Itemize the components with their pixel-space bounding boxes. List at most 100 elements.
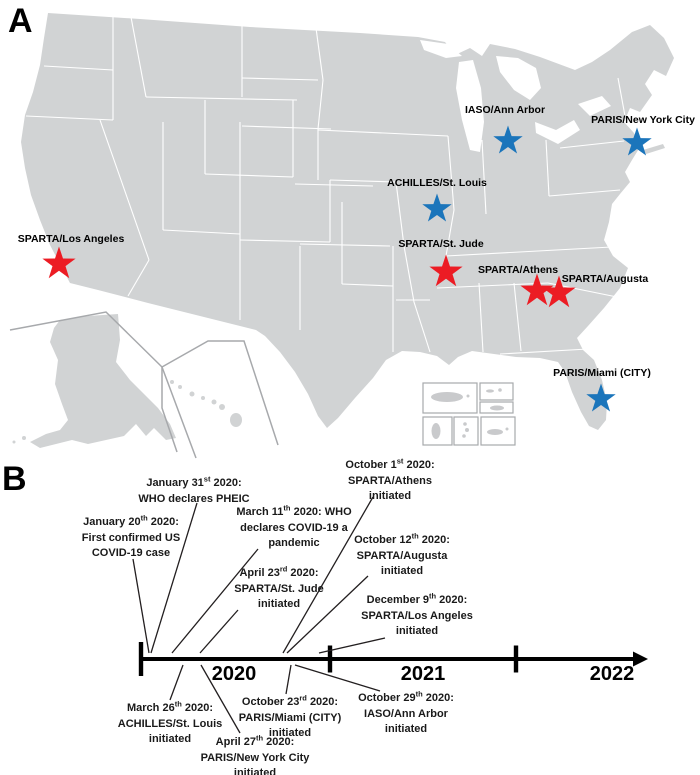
event-date-line: October 23rd 2020: [241, 693, 339, 708]
site-label: SPARTA/St. Jude [398, 238, 484, 250]
event-label-jan20: January 20th 2020: First confirmed US COVI… [81, 513, 181, 562]
event-date-line: April 27th 2020: [215, 733, 295, 748]
site-star [520, 273, 554, 306]
site-label: SPARTA/Augusta [561, 273, 649, 285]
event-connector-mar11 [171, 548, 259, 654]
event-date-line: January 31st 2020: [146, 474, 242, 489]
site-star [42, 246, 76, 279]
aleutian-island [22, 436, 26, 440]
event-connector-dec9 [318, 637, 386, 654]
event-connector-jan31 [150, 502, 198, 654]
event-label-mar11: March 11th 2020: WHO declares COVID-19 a p… [236, 503, 352, 552]
great-lakes [420, 40, 611, 152]
event-text-line: SPARTA/Los Angeles [361, 609, 473, 622]
ordinal-suffix: th [140, 513, 148, 523]
ordinal-suffix: th [283, 503, 291, 513]
event-text-line: SPARTA/Athens [348, 474, 432, 487]
event-date-line: March 26th 2020: [127, 699, 213, 714]
ordinal-suffix: th [174, 699, 182, 709]
ordinal-suffix: rd [299, 693, 307, 703]
event-date-line: December 9th 2020: [366, 591, 468, 606]
event-connector-apr27 [200, 664, 241, 734]
inset-dividers [9, 311, 279, 459]
event-text-line: WHO declares PHEIC [138, 492, 250, 505]
territory-shapes [431, 388, 509, 439]
event-label-apr27: April 27th 2020: PARIS/New York City initi… [200, 733, 310, 775]
ordinal-suffix: th [411, 531, 419, 541]
event-text-line: initiated [233, 767, 277, 775]
event-date-line: March 11th 2020: WHO [236, 503, 352, 518]
event-text-line: PARIS/New York City [200, 751, 310, 764]
event-label-oct29: October 29th 2020: IASO/Ann Arbor initiate… [358, 689, 454, 738]
event-text-line: declares COVID-19 a [240, 521, 348, 534]
event-text-line: initiated [148, 733, 192, 745]
event-text-line: initiated [268, 727, 312, 739]
site-label: PARIS/New York City [591, 114, 695, 126]
event-connector-jan20 [132, 558, 150, 654]
state-borders [25, 16, 631, 355]
event-text-line: First confirmed US [81, 531, 181, 544]
us-mainland [21, 13, 674, 430]
axis-arrowhead [633, 651, 648, 667]
ordinal-suffix: rd [279, 564, 288, 574]
event-label-apr23: April 23rd 2020: SPARTA/St. Jude initiated [234, 564, 323, 613]
hawaii [170, 380, 242, 427]
event-text-line: initiated [257, 598, 301, 610]
event-date-line: April 23rd 2020: [239, 564, 319, 579]
event-connector-oct1 [282, 496, 374, 654]
timeline-axis [141, 651, 648, 667]
alaska [30, 314, 176, 448]
timeline-connectors [132, 496, 386, 734]
site-label: PARIS/Miami (CITY) [553, 367, 651, 379]
event-label-oct12: October 12th 2020: SPARTA/Augusta initiate… [354, 531, 450, 580]
site-star [429, 254, 463, 287]
event-connector-oct12 [286, 575, 369, 654]
event-connector-oct29 [294, 664, 381, 692]
site-star [493, 125, 523, 154]
event-text-line: initiated [368, 490, 412, 502]
event-connector-mar26 [169, 664, 184, 701]
site-star [622, 127, 652, 156]
event-text-line: SPARTA/Augusta [356, 549, 448, 562]
event-label-oct23: October 23rd 2020: PARIS/Miami (CITY) init… [238, 693, 342, 742]
event-text-line: initiated [395, 625, 439, 637]
ordinal-suffix: st [396, 456, 404, 466]
event-date-line: October 12th 2020: [354, 531, 450, 546]
ordinal-suffix: th [256, 733, 264, 743]
ordinal-suffix: th [429, 591, 437, 601]
us-map [9, 13, 674, 459]
aleutian-island [12, 440, 16, 444]
event-text-line: initiated [384, 723, 428, 735]
site-label: IASO/Ann Arbor [464, 104, 546, 116]
event-text-line: initiated [380, 565, 424, 577]
event-text-line: IASO/Ann Arbor [364, 707, 448, 720]
event-label-oct1: October 1st 2020: SPARTA/Athens initiated [345, 456, 435, 505]
event-label-mar26: March 26th 2020: ACHILLES/St. Louis initia… [117, 699, 223, 748]
event-text-line: PARIS/Miami (CITY) [238, 711, 342, 724]
site-stars [42, 125, 652, 412]
panel-a-label: A [8, 2, 33, 40]
event-label-dec9: December 9th 2020: SPARTA/Los Angeles init… [361, 591, 473, 640]
year-label: 2020 [211, 663, 257, 685]
event-date-line: October 1st 2020: [345, 456, 435, 471]
site-star [422, 193, 452, 222]
site-label: SPARTA/Los Angeles [17, 233, 125, 245]
year-label: 2021 [400, 663, 446, 685]
site-label: ACHILLES/St. Louis [387, 177, 487, 189]
event-text-line: pandemic [268, 537, 320, 549]
event-label-jan31: January 31st 2020: WHO declares PHEIC [138, 474, 250, 507]
site-star [586, 383, 616, 412]
event-connector-oct23 [285, 664, 292, 695]
event-date-line: January 20th 2020: [83, 513, 179, 528]
year-label: 2022 [589, 663, 635, 685]
ordinal-suffix: th [415, 689, 423, 699]
event-connector-apr23 [199, 609, 239, 654]
site-label: SPARTA/Athens [477, 264, 559, 276]
site-star [542, 275, 576, 308]
event-text-line: ACHILLES/St. Louis [117, 717, 223, 730]
panel-b-label: B [2, 460, 27, 498]
event-date-line: October 29th 2020: [358, 689, 454, 704]
long-island [643, 144, 665, 154]
